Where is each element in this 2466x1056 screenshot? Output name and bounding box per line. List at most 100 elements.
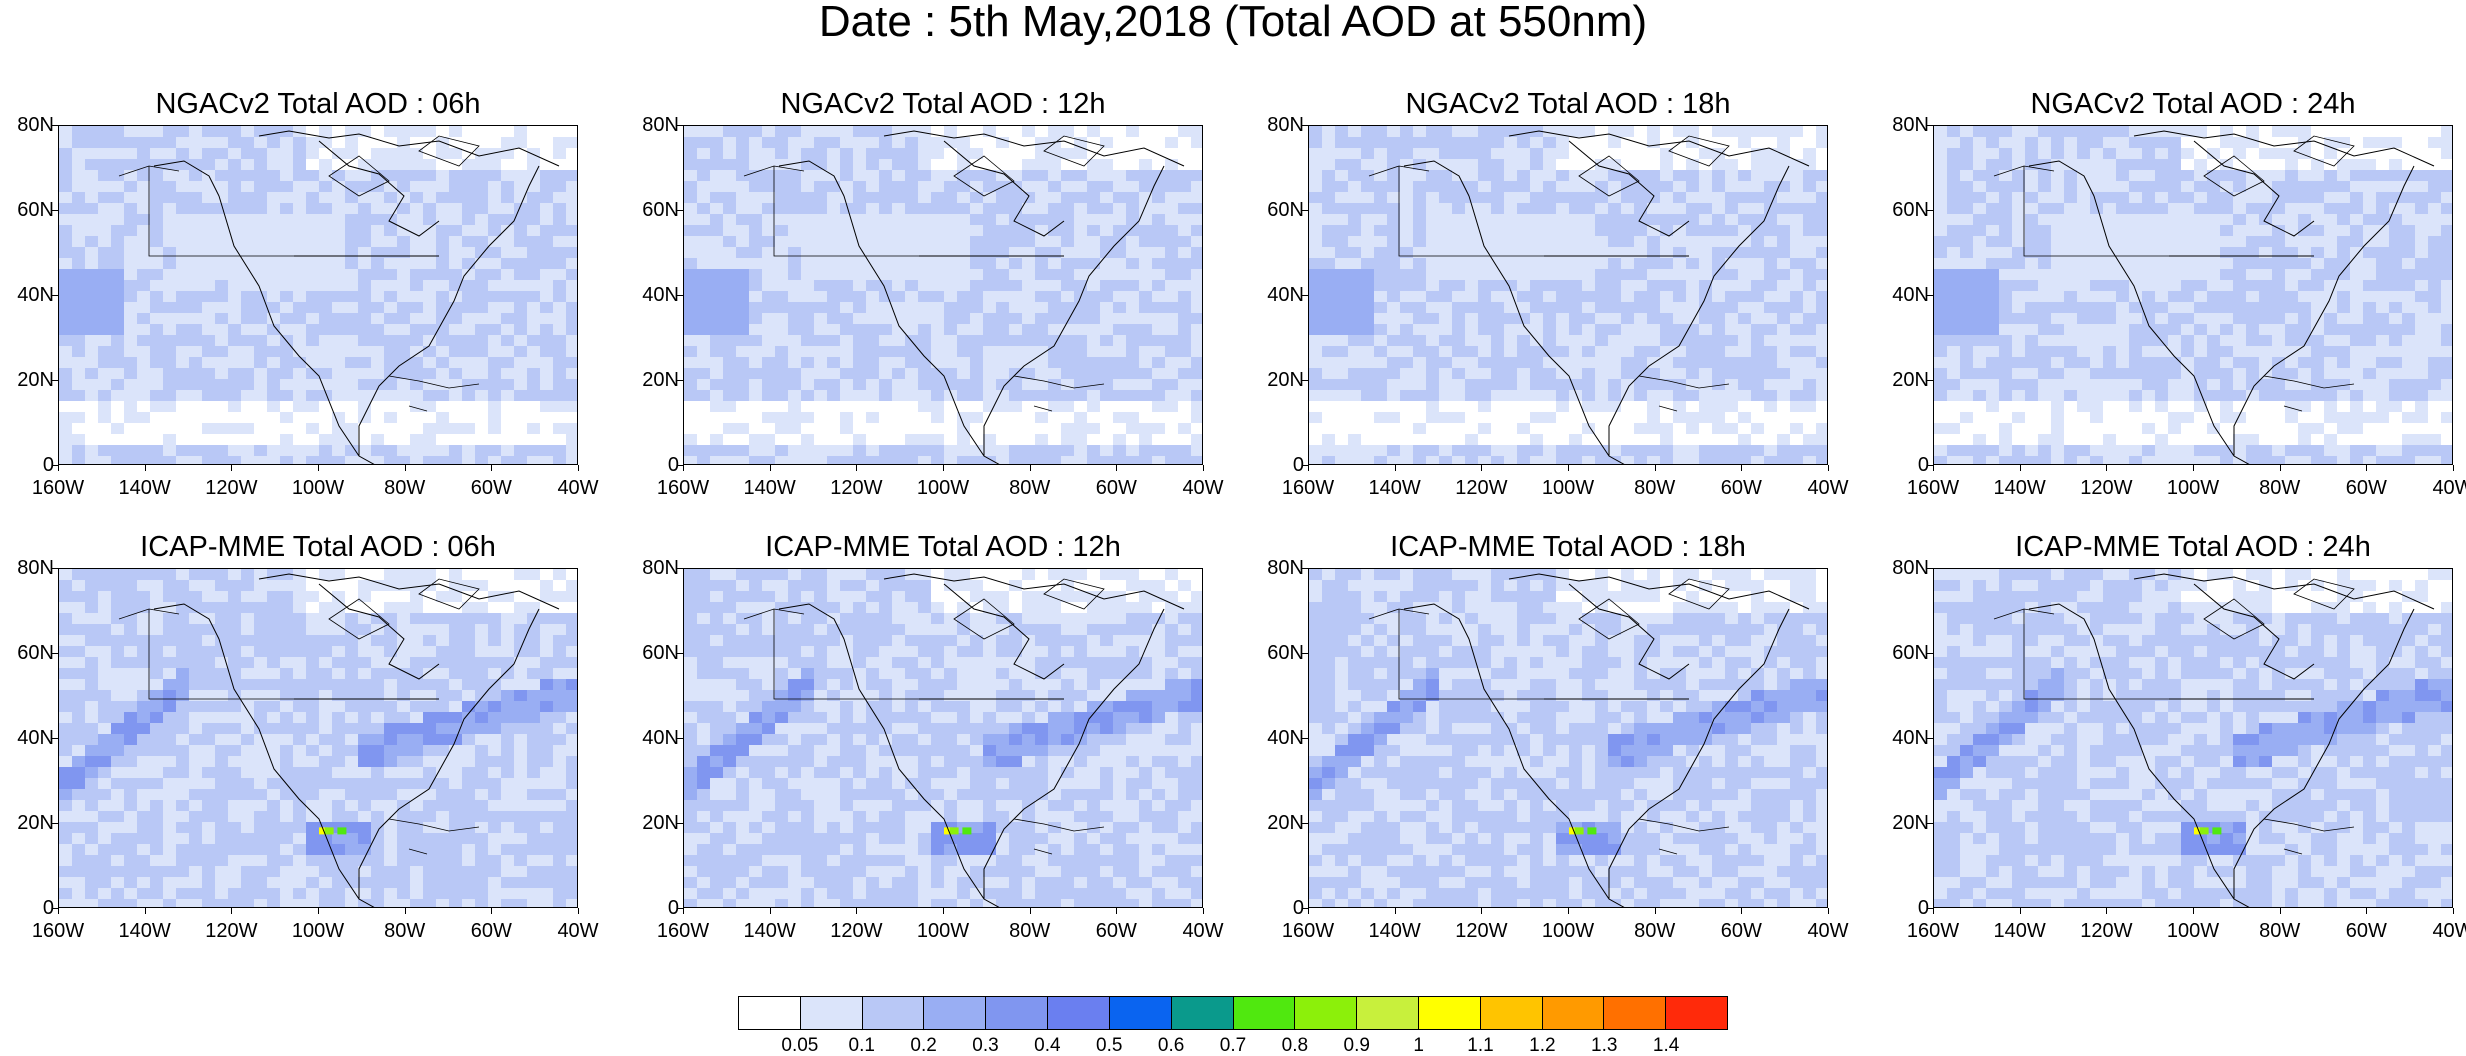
colorbar-label: 1.3 — [1591, 1035, 1618, 1056]
panel-title: ICAP-MME Total AOD : 12h — [765, 531, 1121, 563]
lon-label: 40W — [557, 920, 599, 942]
lat-tick — [1927, 210, 1933, 211]
lon-label: 120W — [830, 477, 883, 499]
lon-tick — [2279, 908, 2281, 914]
lon-tick — [1029, 465, 1031, 471]
lon-label: 40W — [557, 477, 599, 499]
lat-label: 60N — [1267, 199, 1304, 221]
lon-label: 40W — [2432, 477, 2466, 499]
colorbar-label: 0.3 — [972, 1035, 999, 1056]
lon-tick — [1933, 908, 1934, 914]
lon-label: 40W — [1807, 920, 1849, 942]
lon-label: 120W — [1455, 477, 1508, 499]
lat-tick — [1927, 465, 1933, 466]
lat-tick — [1302, 823, 1308, 824]
aod-field — [59, 126, 577, 464]
lon-label: 160W — [1906, 920, 1960, 942]
lon-label: 60W — [1095, 920, 1137, 942]
lon-tick — [1481, 465, 1483, 471]
lon-label: 140W — [1368, 477, 1421, 499]
lon-label: 100W — [2166, 477, 2220, 499]
colorbar-swatch — [924, 997, 987, 1029]
aod-field — [1934, 126, 2452, 464]
lon-tick — [1116, 908, 1118, 914]
lat-label: 40N — [17, 284, 54, 306]
colorbar-swatch — [1357, 997, 1419, 1029]
lat-label: 0 — [1292, 454, 1304, 476]
lat-label: 20N — [1267, 812, 1304, 834]
lat-tick — [1302, 295, 1308, 296]
lon-tick — [1029, 908, 1031, 914]
lon-label: 160W — [1906, 477, 1960, 499]
lon-label: 140W — [1993, 477, 2046, 499]
lat-tick — [677, 210, 683, 211]
lon-tick — [2453, 908, 2454, 914]
panel-title: NGACv2 Total AOD : 12h — [780, 88, 1106, 120]
aod-map — [1308, 568, 1828, 908]
lon-tick — [318, 465, 319, 471]
lon-tick — [1203, 908, 1204, 914]
lon-tick — [683, 908, 684, 914]
lon-tick — [943, 908, 944, 914]
lon-label: 80W — [1634, 920, 1676, 942]
lat-label: 0 — [42, 454, 54, 476]
lon-tick — [2193, 465, 2194, 471]
lon-tick — [1741, 908, 1743, 914]
lon-tick — [769, 465, 771, 471]
lat-label: 20N — [642, 369, 679, 391]
panel-title: NGACv2 Total AOD : 24h — [2030, 88, 2356, 120]
lat-label: 80N — [17, 557, 54, 579]
aod-field — [684, 569, 1202, 907]
lon-tick — [2019, 908, 2021, 914]
lon-tick — [1828, 908, 1829, 914]
map-panel-icap-mme-18h: ICAP-MME Total AOD : 18h 80N 60N 40N 20N 0 160… — [1267, 531, 1890, 942]
lat-tick — [52, 380, 58, 381]
colorbar-swatch — [1666, 997, 1727, 1029]
colorbar-label: 0.05 — [781, 1035, 819, 1056]
lon-tick — [769, 908, 771, 914]
lon-tick — [578, 908, 579, 914]
lat-label: 20N — [17, 812, 54, 834]
lat-tick — [52, 908, 58, 909]
lon-label: 60W — [470, 477, 512, 499]
aod-map — [683, 125, 1203, 465]
lat-tick — [1302, 465, 1308, 466]
lon-label: 140W — [118, 477, 171, 499]
aod-field — [1309, 569, 1827, 907]
panel-title: ICAP-MME Total AOD : 06h — [140, 531, 496, 563]
colorbar-swatch — [1048, 997, 1110, 1029]
colorbar-swatch — [1109, 997, 1172, 1029]
lon-tick — [2106, 465, 2108, 471]
colorbar-label: 0.9 — [1343, 1035, 1370, 1056]
lon-label: 160W — [31, 477, 85, 499]
aod-field — [1309, 126, 1827, 464]
lon-tick — [2019, 465, 2021, 471]
aod-field — [59, 569, 577, 907]
lon-label: 40W — [1807, 477, 1849, 499]
lon-tick — [318, 908, 319, 914]
lon-label: 80W — [2259, 477, 2301, 499]
map-panel-ngacv2-12h: NGACv2 Total AOD : 12h 80N 60N 40N 20N 0 160W 1… — [642, 88, 1265, 499]
lat-tick — [1927, 568, 1933, 569]
aod-field — [1934, 569, 2452, 907]
lat-tick — [1927, 653, 1933, 654]
lon-label: 140W — [743, 477, 796, 499]
lon-tick — [1741, 465, 1743, 471]
lat-label: 0 — [42, 897, 54, 919]
lon-tick — [578, 465, 579, 471]
lat-tick — [677, 295, 683, 296]
lon-label: 60W — [2345, 920, 2387, 942]
lon-tick — [1654, 465, 1656, 471]
lon-tick — [2366, 908, 2368, 914]
lat-tick — [1302, 568, 1308, 569]
map-panel-ngacv2-06h: NGACv2 Total AOD : 06h 80N 60N 40N 20N 0 160W 1… — [17, 88, 640, 499]
lat-tick — [677, 125, 683, 126]
lat-tick — [677, 568, 683, 569]
colorbar-swatch — [800, 997, 863, 1029]
lon-label: 100W — [291, 477, 345, 499]
lon-tick — [1654, 908, 1656, 914]
lon-tick — [1568, 908, 1569, 914]
lat-label: 40N — [1267, 284, 1304, 306]
aod-map — [683, 568, 1203, 908]
aod-colorbar — [738, 996, 1728, 1030]
